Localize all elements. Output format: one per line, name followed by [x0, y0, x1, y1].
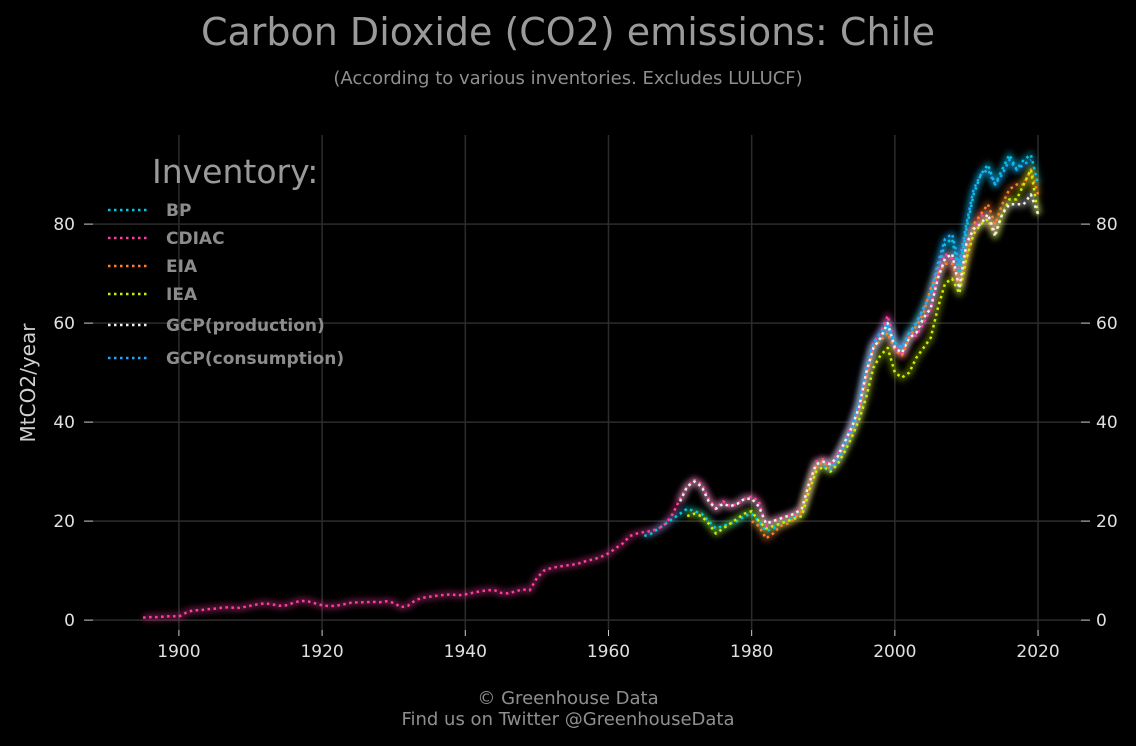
y-tick-label-left: 20 — [53, 512, 75, 532]
y-tick-label-right: 40 — [1096, 413, 1118, 433]
legend-label: EIA — [166, 257, 198, 277]
series-line — [143, 212, 996, 619]
x-tick-label: 1940 — [444, 642, 487, 662]
x-tick-label: 2000 — [873, 642, 916, 662]
legend-label: BP — [166, 201, 191, 221]
x-tick-label: 1980 — [730, 642, 773, 662]
x-tick-label: 1920 — [300, 642, 343, 662]
y-tick-label-right: 20 — [1096, 512, 1118, 532]
y-tick-label-right: 80 — [1096, 215, 1118, 235]
series-lines — [143, 153, 1040, 619]
series-glow — [142, 210, 998, 622]
legend-label: CDIAC — [166, 229, 225, 249]
y-tick-label-left: 80 — [53, 215, 75, 235]
x-tick-label: 2020 — [1016, 642, 1059, 662]
series-line — [750, 168, 1040, 540]
twitter-credit: Find us on Twitter @GreenhouseData — [401, 709, 735, 730]
legend-label: GCP(consumption) — [166, 349, 344, 369]
legend-label: GCP(production) — [166, 316, 325, 336]
series-line — [686, 168, 1040, 535]
chart-subtitle: (According to various inventories. Exclu… — [333, 68, 803, 89]
legend: Inventory: BP CDIAC EIA IEA GCP(production) GC… — [108, 152, 344, 369]
series-line — [678, 193, 1040, 525]
grid-lines — [93, 135, 1081, 630]
copyright-text: © Greenhouse Data — [477, 688, 659, 709]
y-tick-label-left: 40 — [53, 413, 75, 433]
series-line — [643, 153, 1040, 538]
y-tick-label-left: 0 — [64, 611, 75, 631]
legend-title: Inventory: — [152, 152, 318, 191]
x-tick-label: 1960 — [587, 642, 630, 662]
y-tick-label-left: 60 — [53, 314, 75, 334]
series-glow — [676, 190, 1042, 528]
y-tick-label-right: 0 — [1096, 611, 1107, 631]
x-tick-label: 1900 — [157, 642, 200, 662]
chart-title: Carbon Dioxide (CO2) emissions: Chile — [200, 10, 936, 54]
y-tick-label-right: 60 — [1096, 314, 1118, 334]
legend-label: IEA — [166, 285, 198, 305]
